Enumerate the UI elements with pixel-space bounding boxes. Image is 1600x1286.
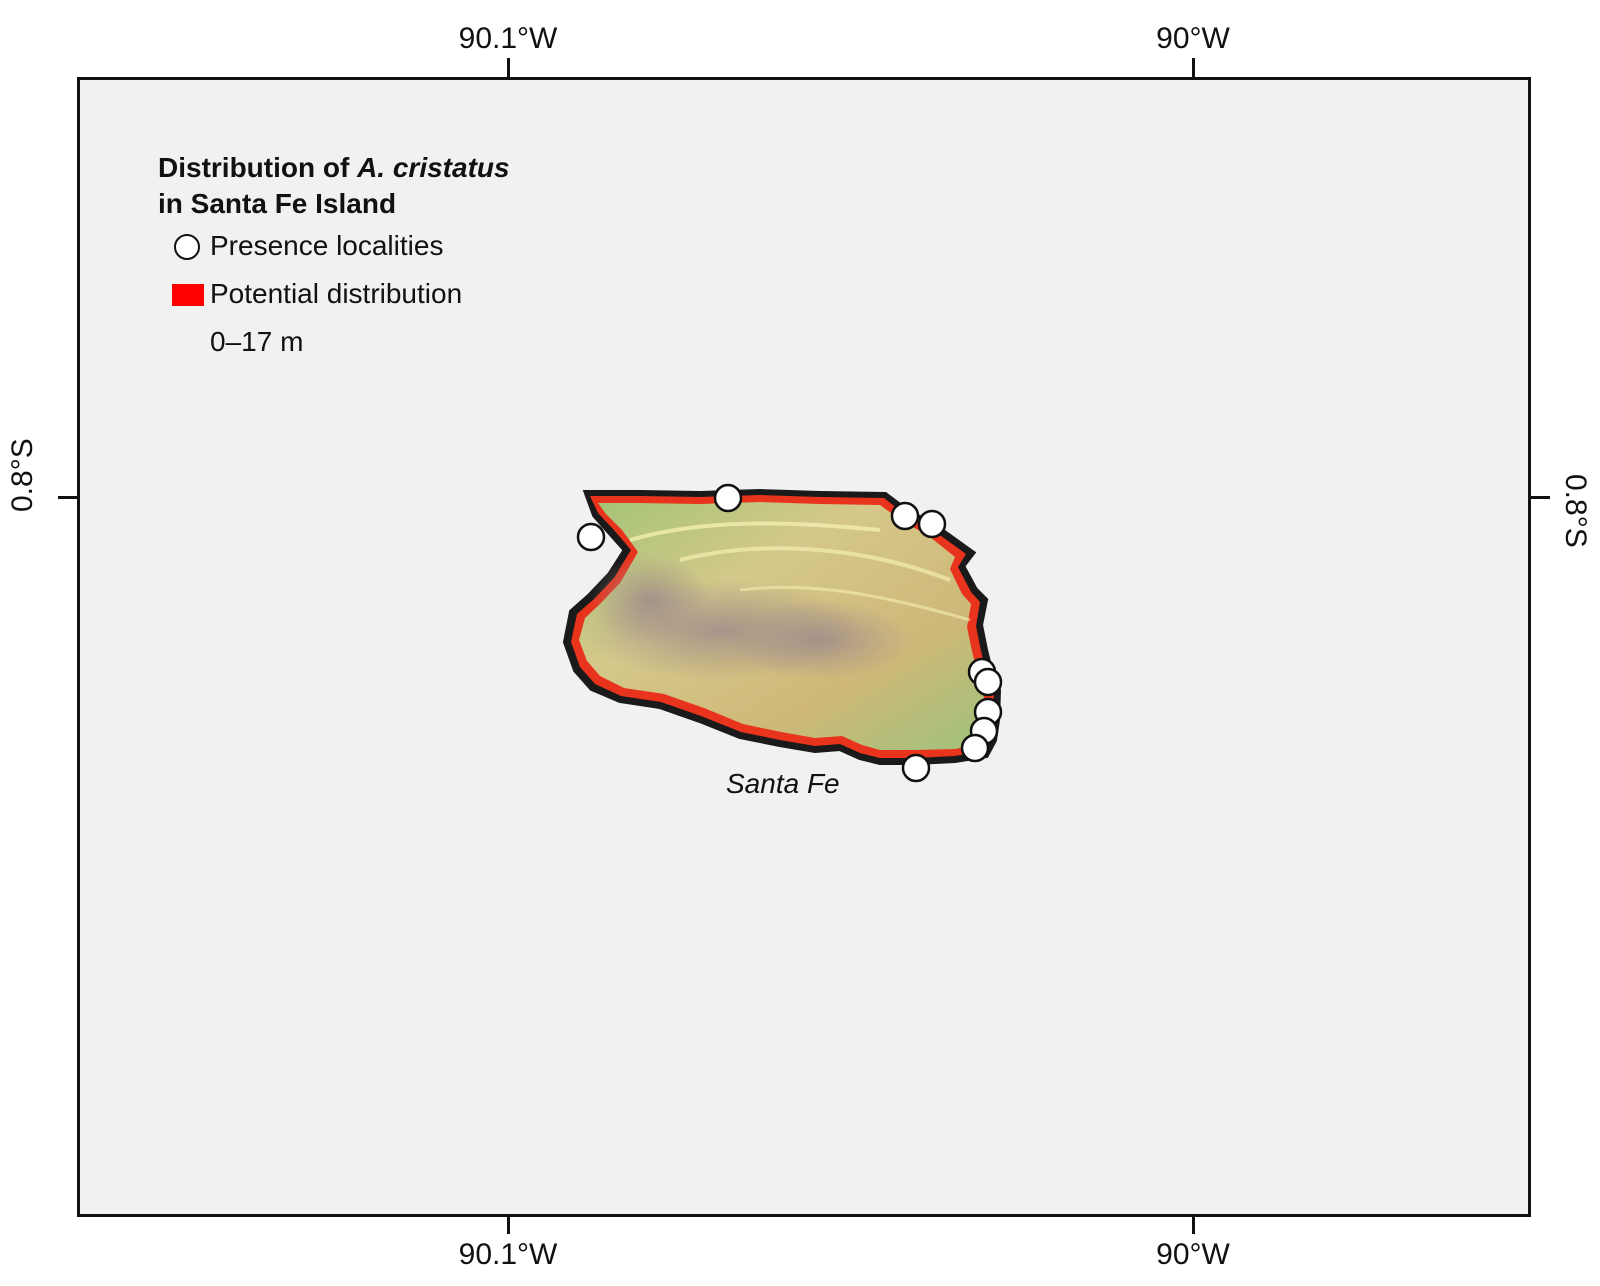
highland-ridge	[730, 600, 910, 680]
santa-fe-island	[562, 488, 1002, 765]
terrain-ridge-line	[739, 585, 971, 622]
tick-bottom-2	[1192, 1214, 1195, 1234]
presence-localities	[576, 483, 1003, 783]
terrain-ridge-line	[629, 521, 881, 542]
tick-top-2	[1192, 58, 1195, 78]
bottom-longitude-label-1: 90.1°W	[458, 1238, 558, 1271]
presence-point	[917, 509, 947, 539]
legend: Distribution of A. cristatus in Santa Fe…	[158, 150, 510, 357]
island-name-label: Santa Fe	[726, 768, 840, 799]
tick-bottom-1	[507, 1214, 510, 1234]
elevation-range-label: 0–17 m	[210, 326, 304, 357]
distribution-legend-swatch	[172, 284, 204, 306]
presence-point	[576, 522, 606, 552]
presence-legend-label: Presence localities	[210, 230, 444, 261]
legend-title-line2: in Santa Fe Island	[158, 188, 397, 219]
tick-right	[1530, 496, 1550, 499]
legend-title: Distribution of A. cristatus in Santa Fe…	[158, 150, 510, 222]
presence-point	[960, 733, 990, 763]
tick-top-1	[507, 58, 510, 78]
tick-left	[58, 496, 78, 499]
presence-point	[901, 753, 931, 783]
terrain-ridge-line	[679, 546, 951, 582]
legend-title-species: A. cristatus	[357, 152, 510, 183]
distribution-legend-label: Potential distribution	[210, 278, 463, 309]
presence-point	[890, 501, 920, 531]
presence-legend-icon	[174, 234, 200, 260]
presence-point	[713, 483, 743, 513]
bottom-longitude-label-2: 90°W	[1156, 1238, 1230, 1271]
highland-ridge	[590, 555, 710, 645]
top-longitude-label-2: 90°W	[1156, 22, 1230, 55]
presence-point	[973, 667, 1003, 697]
legend-title-prefix: Distribution of	[158, 152, 358, 183]
top-longitude-label-1: 90.1°W	[458, 22, 558, 55]
